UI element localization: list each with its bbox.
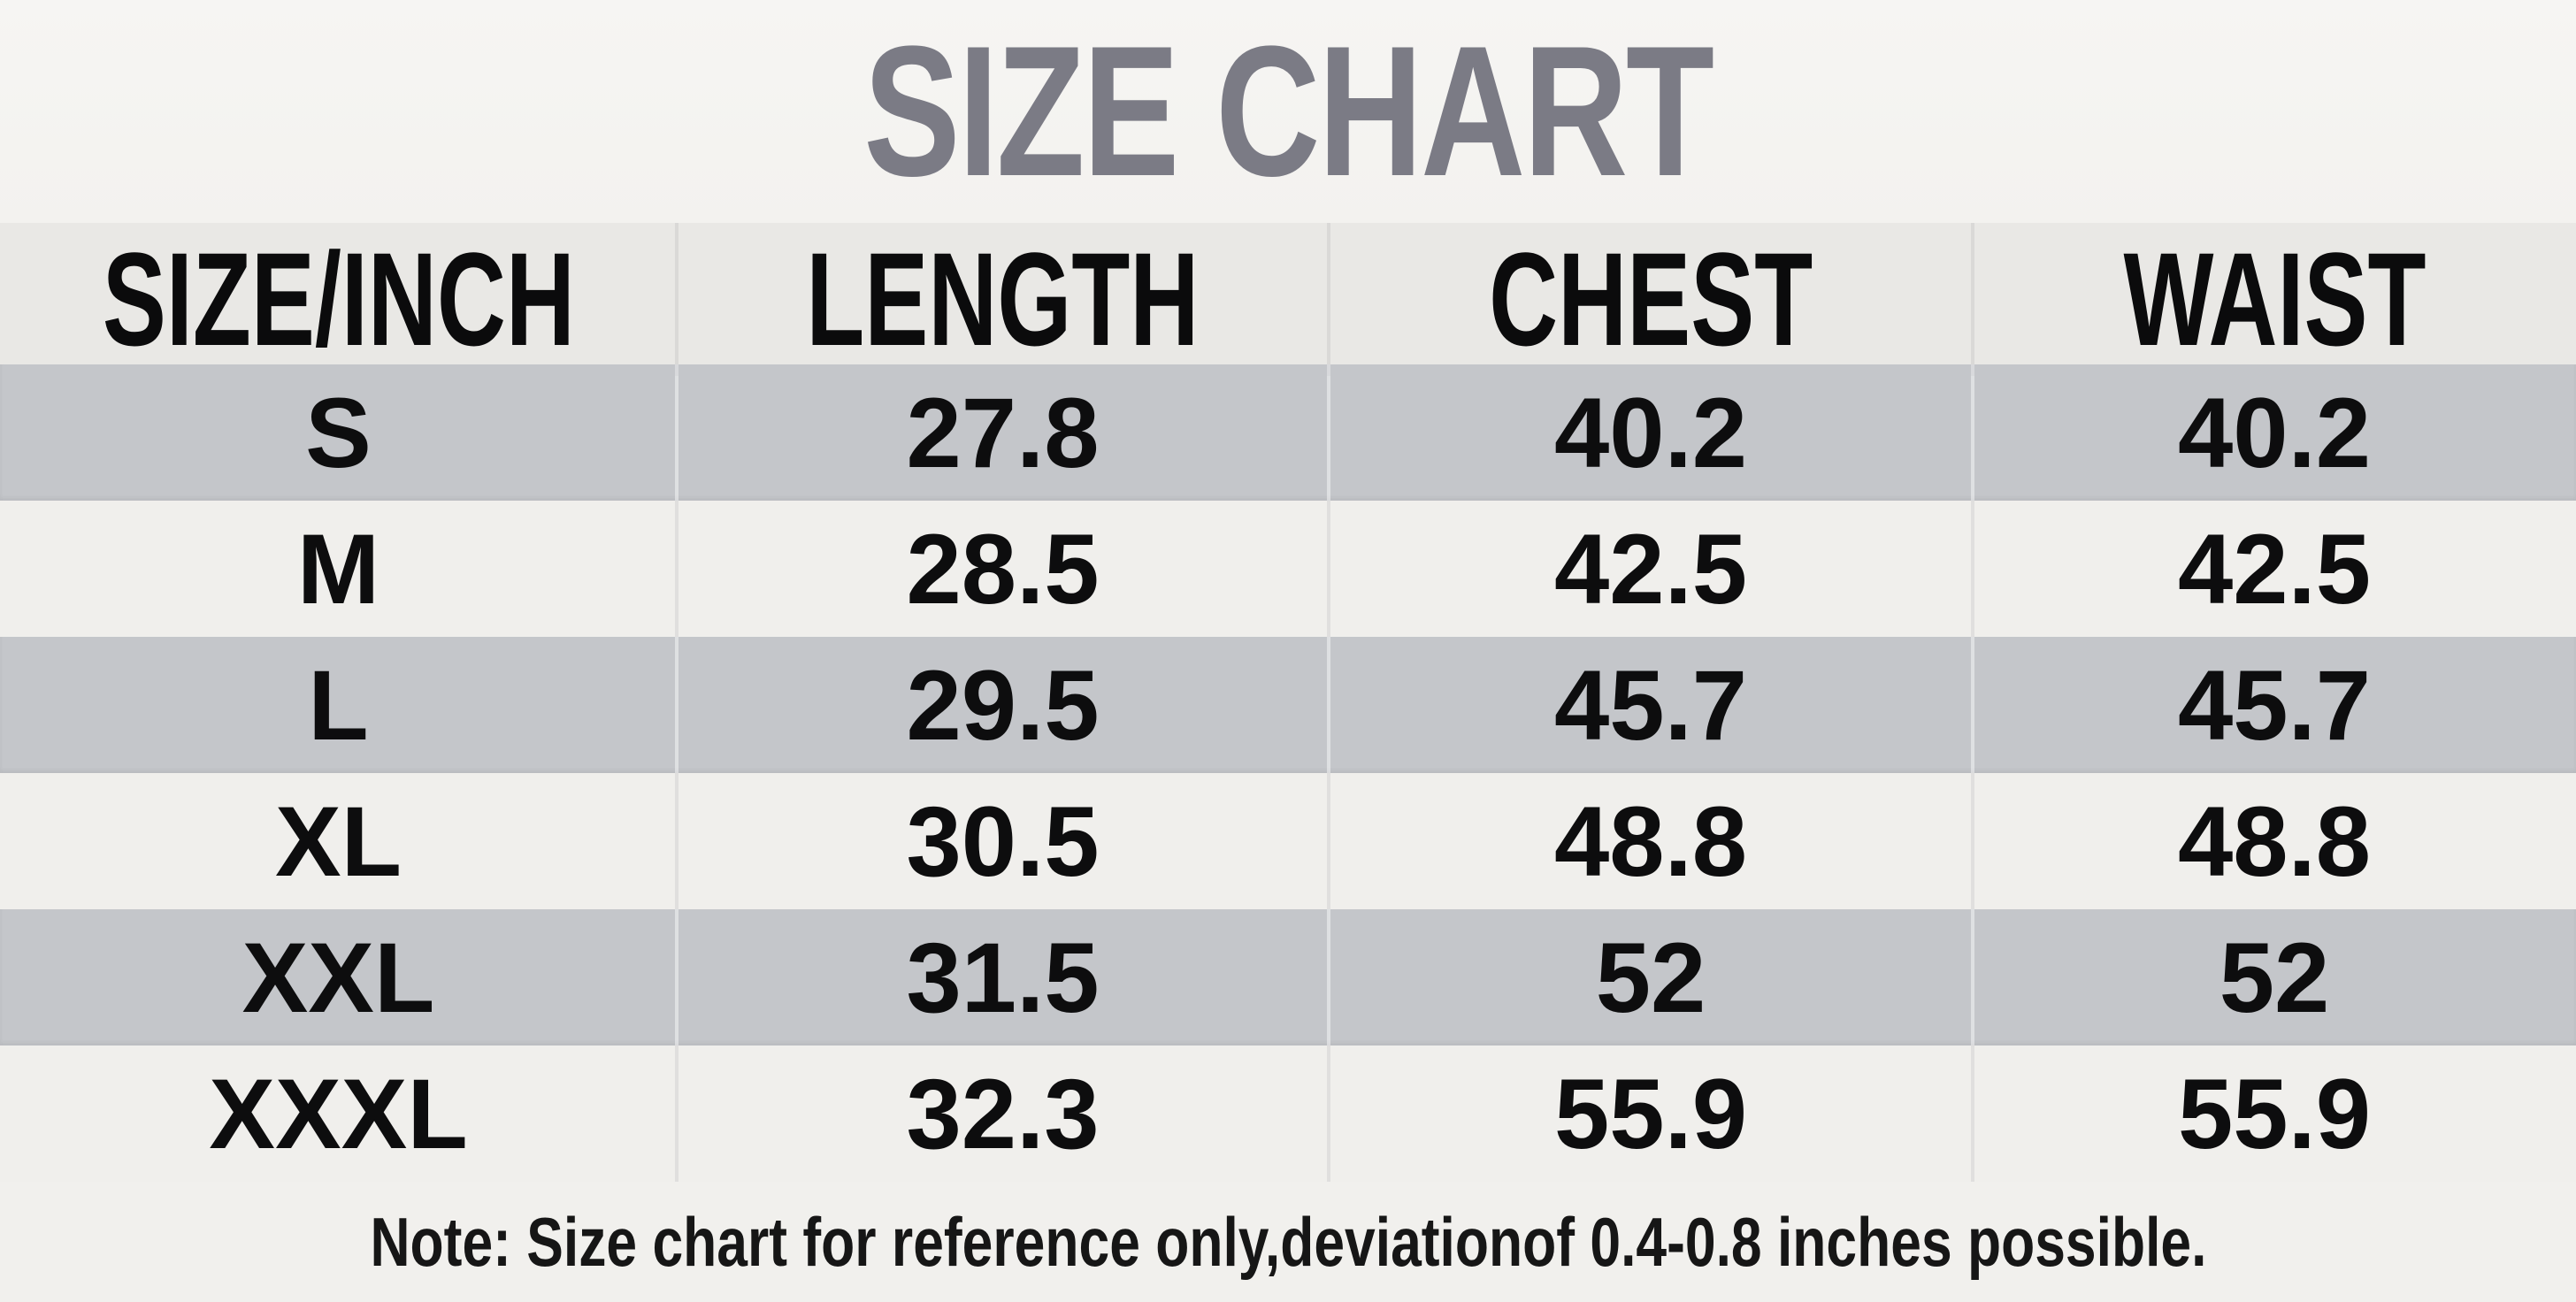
chest-cell: 48.8	[1327, 773, 1973, 909]
length-value: 29.5	[906, 649, 1100, 761]
waist-cell: 40.2	[1971, 364, 2576, 501]
chest-cell: 42.5	[1327, 501, 1973, 637]
waist-value: 55.9	[2178, 1058, 2371, 1169]
chest-value: 48.8	[1554, 785, 1747, 897]
size-cell: XXL	[0, 909, 677, 1045]
length-cell: 27.8	[675, 364, 1329, 501]
size-chart-table: SIZE/INCH LENGTH CHEST WAIST S 27.8 40.2…	[0, 223, 2576, 1182]
header-cell-chest: CHEST	[1327, 223, 1973, 376]
length-cell: 32.3	[675, 1045, 1329, 1182]
header-label-waist: WAIST	[2122, 225, 2426, 373]
chest-cell: 52	[1327, 909, 1973, 1045]
length-cell: 30.5	[675, 773, 1329, 909]
table-row-xl: XL 30.5 48.8 48.8	[0, 773, 2576, 909]
chest-value: 42.5	[1554, 513, 1747, 624]
chest-value: 55.9	[1554, 1058, 1747, 1169]
waist-cell: 48.8	[1971, 773, 2576, 909]
table-header-row: SIZE/INCH LENGTH CHEST WAIST	[0, 223, 2576, 376]
size-cell: L	[0, 637, 677, 773]
note-zone: Note: Size chart for reference only,devi…	[0, 1182, 2576, 1302]
length-value: 30.5	[906, 785, 1100, 897]
chest-value: 40.2	[1554, 377, 1747, 488]
length-cell: 28.5	[675, 501, 1329, 637]
waist-value: 42.5	[2178, 513, 2371, 624]
size-value: XL	[274, 785, 402, 897]
chest-cell: 40.2	[1327, 364, 1973, 501]
chest-value: 45.7	[1554, 649, 1747, 761]
length-cell: 29.5	[675, 637, 1329, 773]
waist-value: 48.8	[2178, 785, 2371, 897]
size-value: XXXL	[209, 1058, 468, 1169]
title-zone: SIZE CHART	[0, 0, 2576, 223]
table-row-s: S 27.8 40.2 40.2	[0, 364, 2576, 501]
chest-value: 52	[1595, 922, 1706, 1033]
size-value: M	[296, 513, 380, 624]
note-text: Note: Size chart for reference only,devi…	[370, 1202, 2206, 1281]
table-row-xxl: XXL 31.5 52 52	[0, 909, 2576, 1045]
length-value: 28.5	[906, 513, 1100, 624]
waist-cell: 55.9	[1971, 1045, 2576, 1182]
length-value: 27.8	[906, 377, 1100, 488]
size-cell: XXXL	[0, 1045, 677, 1182]
length-value: 31.5	[906, 922, 1100, 1033]
waist-value: 40.2	[2178, 377, 2371, 488]
waist-cell: 42.5	[1971, 501, 2576, 637]
header-cell-length: LENGTH	[675, 223, 1329, 376]
waist-value: 45.7	[2178, 649, 2371, 761]
table-row-l: L 29.5 45.7 45.7	[0, 637, 2576, 773]
length-cell: 31.5	[675, 909, 1329, 1045]
page-title: SIZE CHART	[863, 7, 1714, 215]
size-value: XXL	[242, 922, 435, 1033]
header-label-chest: CHEST	[1488, 225, 1813, 373]
header-label-length: LENGTH	[806, 225, 1200, 373]
chest-cell: 55.9	[1327, 1045, 1973, 1182]
table-row-xxxl: XXXL 32.3 55.9 55.9	[0, 1045, 2576, 1182]
waist-cell: 52	[1971, 909, 2576, 1045]
waist-cell: 45.7	[1971, 637, 2576, 773]
size-cell: S	[0, 364, 677, 501]
size-cell: M	[0, 501, 677, 637]
size-cell: XL	[0, 773, 677, 909]
size-value: L	[308, 649, 369, 761]
chest-cell: 45.7	[1327, 637, 1973, 773]
waist-value: 52	[2219, 922, 2330, 1033]
size-value: S	[305, 377, 372, 488]
header-cell-size-inch: SIZE/INCH	[0, 223, 677, 376]
table-row-m: M 28.5 42.5 42.5	[0, 501, 2576, 637]
header-label-size-inch: SIZE/INCH	[102, 225, 575, 373]
length-value: 32.3	[906, 1058, 1100, 1169]
header-cell-waist: WAIST	[1971, 223, 2576, 376]
